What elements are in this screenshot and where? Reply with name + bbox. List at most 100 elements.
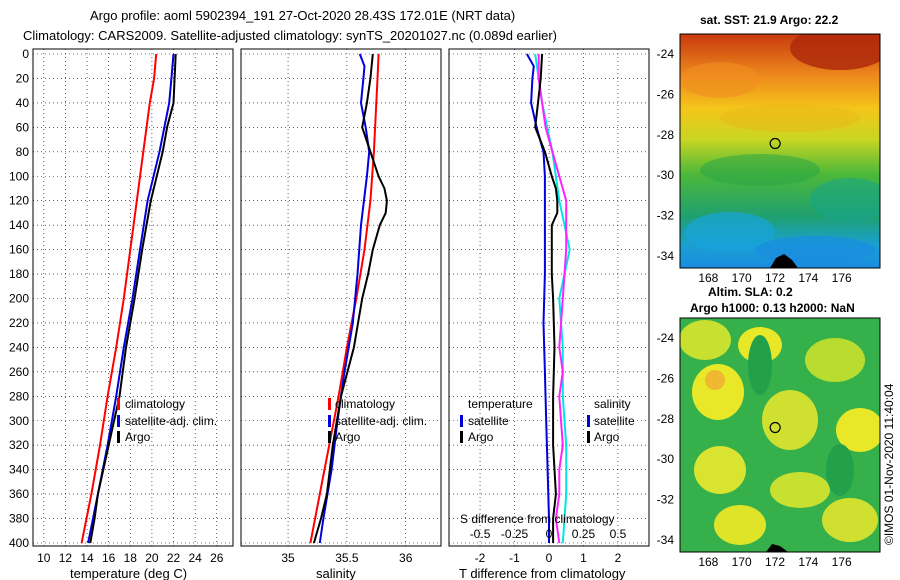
lat-tick-label: -30 [657,452,675,466]
series-line-s-argo [534,53,559,543]
sla-map-lon-ticks: 168 170 172 174 176 [698,555,852,569]
depth-tick-label: 160 [9,243,29,257]
x-tick-label: -2 [475,551,486,565]
lon-tick-label: 170 [732,555,752,569]
difference-legend-right: salinity satellite Argo [587,397,635,444]
sla-map-panel: Altim. SLA: 0.2 Argo h1000: 0.13 h2000: … [657,285,881,569]
legend-s-satellite-swatch [587,415,590,427]
sst-map-lat-ticks: -24 -26 -28 -30 -32 -34 [657,47,675,263]
series-line-s-satellite [526,53,550,543]
x-tick-label: 22 [167,551,181,565]
depth-tick-label: 280 [9,389,29,403]
depth-tick-label: 200 [9,292,29,306]
s-tick-label: 0.5 [610,527,627,541]
legend-satellite-swatch [117,415,120,427]
x-tick-label: 2 [615,551,622,565]
sla-map-subtitle: Argo h1000: 0.13 h2000: NaN [690,301,855,315]
legend-argo-swatch [117,431,120,443]
legend-t-argo-swatch [460,431,463,443]
legend-s-satellite-label: satellite [594,414,635,428]
lon-tick-label: 168 [698,555,718,569]
salinity-series [309,53,388,544]
depth-tick-label: 260 [9,365,29,379]
series-line-argo [89,53,177,544]
series-line-satellite-adj-clim- [318,53,371,544]
legend-s-argo-label: Argo [594,430,620,444]
depth-tick-label: 20 [16,71,30,85]
salinity-grid [241,49,441,546]
x-tick-label: 35.5 [335,551,359,565]
depth-tick-label: 380 [9,512,29,526]
difference-legend-left: temperature satellite Argo [460,397,533,444]
s-tick-label: 0.25 [572,527,596,541]
sla-map-lat-ticks: -24 -26 -28 -30 -32 -34 [657,331,675,547]
series-line-t-argo [537,54,568,544]
lat-tick-label: -34 [657,249,675,263]
legend-argo-swatch [328,431,331,443]
sst-map-title: sat. SST: 21.9 Argo: 22.2 [700,13,839,27]
lat-tick-label: -32 [657,493,675,507]
lat-tick-label: -28 [657,412,675,426]
depth-tick-label: 80 [16,145,30,159]
difference-xlabel: T difference from climatology [459,566,626,580]
legend-argo-label: Argo [335,430,361,444]
lat-tick-label: -24 [657,331,675,345]
sla-map-title: Altim. SLA: 0.2 [708,285,793,299]
series-line-climatology [309,53,380,544]
difference-grid [449,49,649,546]
lat-tick-label: -24 [657,47,675,61]
difference-salinity-ticks: -0.5 -0.25 0 0.25 0.5 [470,527,627,541]
sst-map-lon-ticks: 168 170 172 174 176 [698,271,852,285]
series-line-argo [312,53,388,544]
depth-tick-label: 40 [16,96,30,110]
lon-tick-label: 176 [832,555,852,569]
lon-tick-label: 170 [732,271,752,285]
difference-panel: -2 -1 0 1 2 T difference from climatology S … [448,48,650,580]
legend-argo-label: Argo [125,430,151,444]
depth-tick-label: 300 [9,414,29,428]
legend-satellite-swatch [328,415,331,427]
footer-credit: ©IMOS 01-Nov-2020 11:40:04 [882,383,896,545]
series-line-climatology [80,53,158,544]
temperature-panel: 0 20 40 60 80 100 120 140 160 180 200 220 240 260 280 3… [9,47,234,580]
x-tick-label: 36 [399,551,413,565]
x-tick-label: -1 [509,551,520,565]
lon-tick-label: 176 [832,271,852,285]
salinity-panel: 35 35.5 36 salinity climatology satellite-… [240,48,442,580]
x-tick-label: 35 [281,551,295,565]
s-tick-label: -0.25 [501,527,529,541]
lat-tick-label: -28 [657,128,675,142]
temperature-x-ticks: 10 12 14 16 18 20 22 24 26 [37,551,224,565]
depth-tick-label: 100 [9,169,29,183]
temperature-xlabel: temperature (deg C) [70,566,187,580]
island-icon [766,544,788,552]
lon-tick-label: 168 [698,271,718,285]
legend-s-argo-swatch [587,431,590,443]
sla-map-image [680,318,880,552]
legend-salinity-title: salinity [594,397,631,411]
sst-map-panel: sat. SST: 21.9 Argo: 22.2 -24 -26 -28 -30 -3… [657,13,881,285]
figure-title-line1: Argo profile: aoml 5902394_191 27-Oct-20… [90,8,515,23]
x-tick-label: 12 [59,551,73,565]
legend-climatology-label: climatology [335,397,395,411]
x-tick-label: 24 [188,551,202,565]
difference-top-axis-label: S difference from climatology [460,512,615,526]
temperature-depth-ticks: 0 20 40 60 80 100 120 140 160 180 200 220 240 260 280 3… [9,47,29,550]
sla-map-frame [679,317,881,553]
legend-satellite-label: satellite-adj. clim. [125,414,217,428]
figure-title-line2: Climatology: CARS2009. Satellite-adjuste… [23,28,557,43]
depth-tick-label: 140 [9,218,29,232]
difference-series [526,53,571,544]
x-tick-label: 16 [102,551,116,565]
sst-map-image [680,34,880,268]
lat-tick-label: -26 [657,88,675,102]
depth-tick-label: 360 [9,487,29,501]
salinity-xlabel: salinity [316,566,356,580]
salinity-x-ticks: 35 35.5 36 [281,551,412,565]
x-tick-label: 26 [210,551,224,565]
argo-location-marker [769,421,781,434]
legend-climatology-swatch [328,398,331,410]
x-tick-label: 18 [124,551,138,565]
legend-t-satellite-swatch [460,415,463,427]
